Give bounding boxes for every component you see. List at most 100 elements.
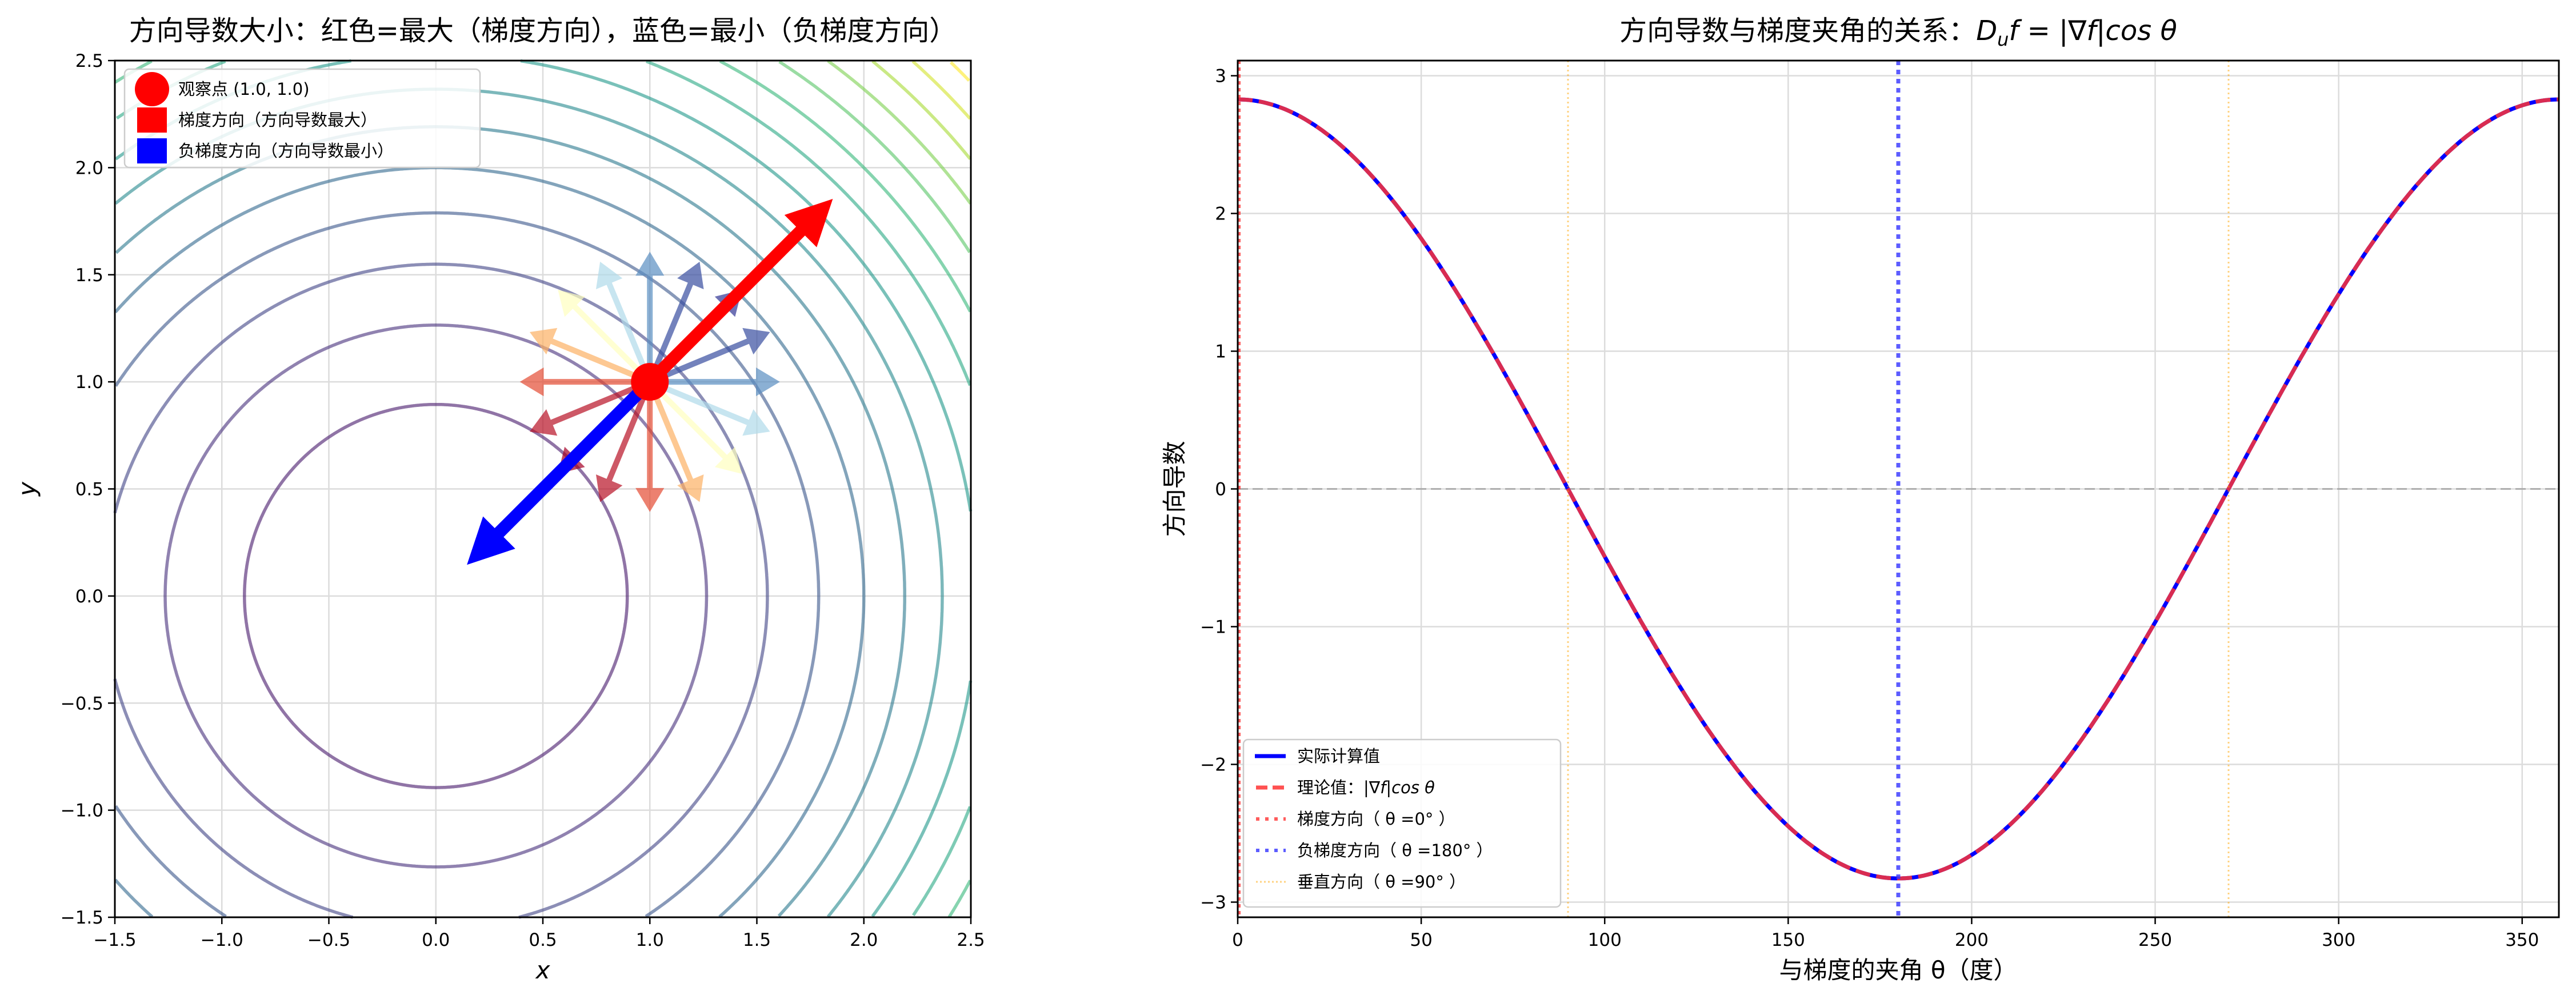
y-tick-label: −1.0: [61, 801, 103, 821]
arrow-head: [529, 327, 558, 355]
y-tick-label: −2: [1200, 754, 1226, 775]
chart-title: 方向导数与梯度夹角的关系：Duf = |∇f|cos θ: [1619, 15, 2177, 50]
arrow-head: [742, 327, 770, 355]
title-math-sub: u: [1997, 29, 2009, 50]
contour-line: [114, 211, 821, 596]
contour-line: [163, 323, 709, 869]
arrow-shaft: [645, 226, 806, 386]
arrow-head: [635, 487, 665, 512]
title-prefix: 方向导数与梯度夹角的关系：: [1619, 15, 1976, 47]
x-axis-label: x: [535, 956, 551, 984]
legend-marker-circle: [135, 72, 169, 106]
x-tick-label: 0.0: [422, 930, 450, 950]
contour-line: [518, 596, 769, 919]
legend-label: 梯度方向（方向导数最大）: [178, 110, 377, 130]
x-tick-label: 350: [2505, 930, 2539, 950]
contour-line: [645, 596, 821, 918]
negative-gradient-arrow: [467, 377, 655, 565]
legend-label: 理论值：|∇f|cos θ: [1297, 778, 1435, 797]
arrow-head: [677, 261, 704, 290]
legend-label-prefix: 理论值：: [1297, 778, 1363, 797]
arrow-head: [558, 290, 585, 317]
legend-box: [123, 68, 481, 169]
x-tick-label: 1.5: [743, 930, 771, 950]
left-plot: −1.5 −1.0 −0.5 0.0 0.5 1.0 1.5 2.0 2.5 −1.5 −1.0 −0…: [13, 15, 985, 984]
x-tick-label: −1.0: [201, 930, 243, 950]
contour-line: [871, 680, 973, 918]
arrow-head: [529, 409, 558, 436]
arrow-head: [677, 474, 704, 502]
contour-line: [114, 805, 227, 918]
contour-line: [113, 262, 769, 596]
title-math-rest: f = |∇f|cos θ: [2009, 15, 2177, 47]
x-tick-label: 2.5: [957, 930, 985, 950]
x-tick-label: 200: [1955, 930, 1989, 950]
contour-line: [113, 678, 354, 919]
legend-box: [1242, 738, 1562, 908]
legend: 观察点 (1.0, 1.0) 梯度方向（方向导数最大） 负梯度方向（方向导数最小）: [123, 68, 481, 169]
observation-point: [631, 363, 669, 401]
y-tick-label: 0: [1215, 479, 1226, 500]
contour-line: [718, 596, 866, 918]
y-tick-label: −1.5: [61, 908, 103, 928]
x-tick-label: −0.5: [307, 930, 350, 950]
y-tick-label: 1.0: [75, 372, 103, 393]
x-axis-label: 与梯度的夹角 θ（度）: [1779, 956, 2017, 984]
right-plot: 0 50 100 150 200 250 300 350 −3 −2 −1 0 1 2 3 与梯度的夹角 θ（…: [1161, 15, 2560, 984]
arrow-head: [519, 367, 544, 397]
contour-line: [777, 596, 906, 917]
contour-line: [778, 60, 971, 253]
title-math-D: D: [1976, 15, 1997, 47]
legend-label: 垂直方向（ θ =90° ）: [1297, 872, 1466, 892]
arrow-head: [784, 198, 833, 247]
arrow-head: [714, 446, 742, 474]
legend-label-math: |∇f|cos θ: [1363, 778, 1435, 797]
contour-line: [949, 61, 970, 82]
x-tick-label: 100: [1588, 930, 1622, 950]
arrow-head: [756, 367, 780, 397]
contour-line: [871, 59, 972, 160]
contour-line: [114, 166, 866, 596]
contour-line: [911, 60, 971, 120]
x-tick-label: 250: [2138, 930, 2172, 950]
arrow-head: [635, 251, 665, 276]
arrow-head: [595, 474, 623, 502]
y-tick-label: 2.0: [75, 158, 103, 178]
contour-line: [947, 880, 972, 918]
y-tick-label: 0.0: [75, 586, 103, 607]
legend-label: 梯度方向（ θ =0° ）: [1297, 809, 1455, 829]
y-tick-label: 0.5: [75, 479, 103, 500]
arrow-shaft: [494, 377, 655, 538]
y-tick-label: −1: [1200, 617, 1226, 637]
x-tick-label: 300: [2322, 930, 2355, 950]
right-plot-content: [1237, 61, 2559, 917]
y-tick-label: 2: [1215, 204, 1226, 225]
arrow-head: [595, 261, 623, 290]
x-tick-label: 1.0: [636, 930, 664, 950]
x-tick-label: 0.5: [529, 930, 557, 950]
x-tick-label: −1.5: [93, 930, 136, 950]
y-tick-label: 3: [1215, 66, 1226, 87]
legend-label: 负梯度方向（方向导数最小）: [178, 141, 394, 161]
x-tick-label: 150: [1771, 930, 1805, 950]
y-axis-label: 方向导数: [1161, 441, 1189, 537]
contour-line: [827, 59, 972, 205]
x-tick-label: 2.0: [850, 930, 878, 950]
y-tick-label: −3: [1200, 892, 1226, 913]
gradient-arrow: [645, 198, 833, 386]
legend-label: 观察点 (1.0, 1.0): [178, 79, 310, 99]
contour-line: [646, 59, 972, 386]
contour-line: [912, 806, 972, 917]
y-tick-label: 1: [1215, 342, 1226, 362]
arrow-head: [742, 409, 770, 436]
legend-marker-patch: [137, 138, 167, 163]
arrow-head: [467, 516, 515, 565]
legend-marker-patch: [137, 107, 167, 133]
x-tick-label: 0: [1232, 930, 1243, 950]
chart-title: 方向导数大小：红色=最大（梯度方向），蓝色=最小（负梯度方向）: [129, 15, 957, 47]
y-tick-label: 1.5: [75, 265, 103, 286]
contour-line: [719, 59, 972, 313]
legend-label: 实际计算值: [1297, 746, 1380, 766]
